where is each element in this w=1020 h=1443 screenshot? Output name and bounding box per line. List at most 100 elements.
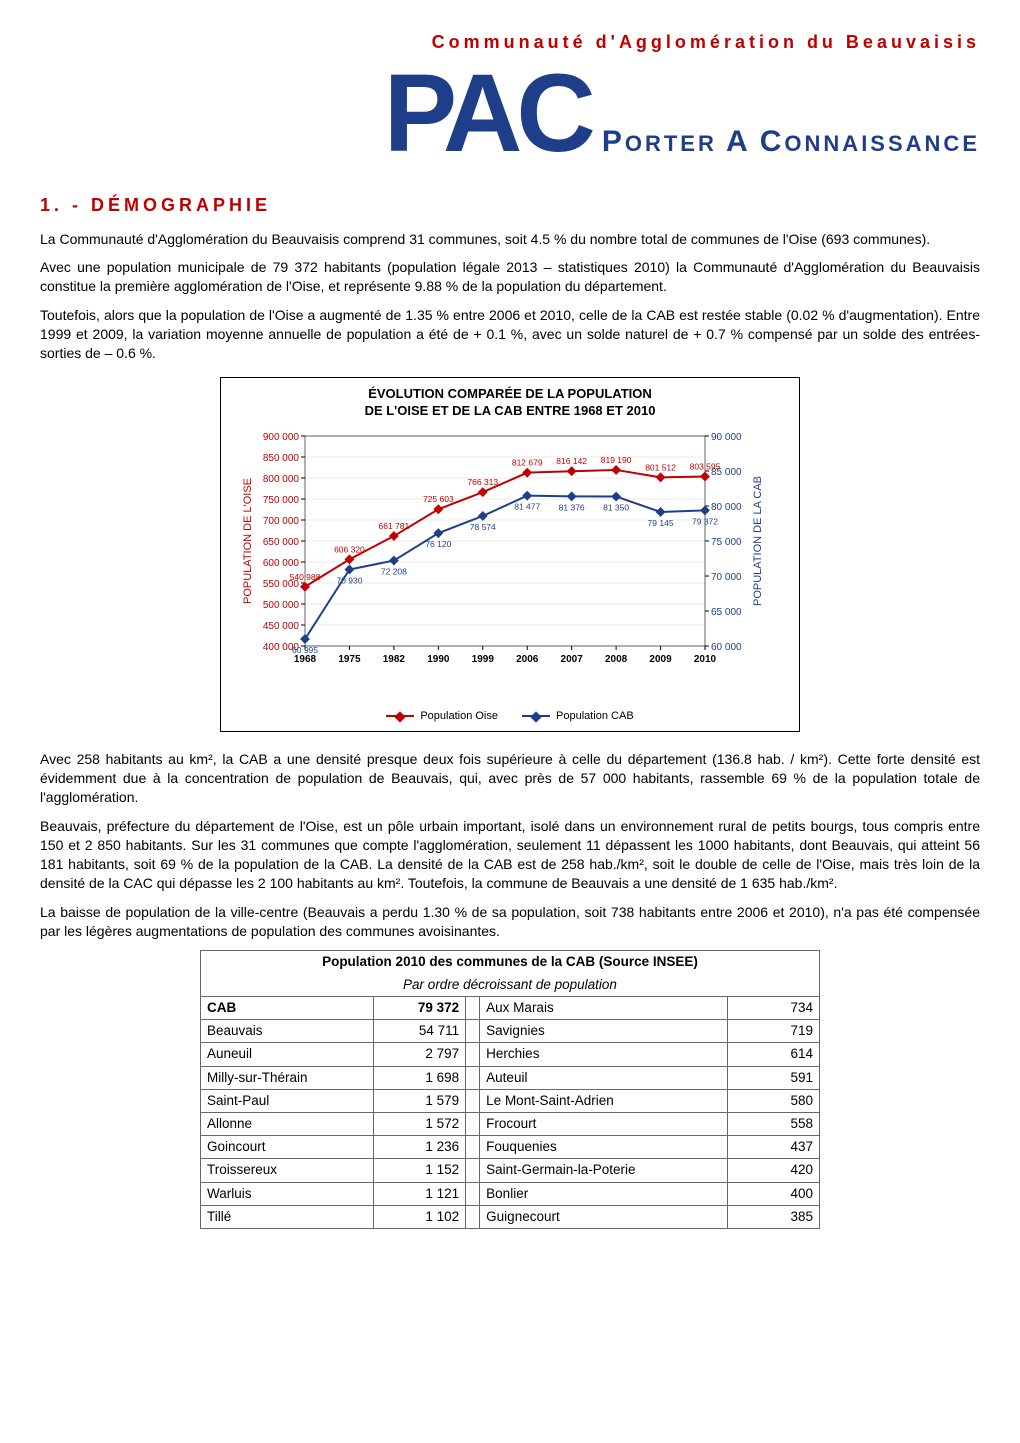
table-caption: Population 2010 des communes de la CAB (…	[201, 951, 820, 974]
svg-text:90 000: 90 000	[711, 432, 742, 443]
section-heading: 1. - DÉMOGRAPHIE	[40, 193, 980, 217]
table-cell-pop: 1 698	[374, 1066, 466, 1089]
table-cell-pop: 420	[728, 1159, 820, 1182]
svg-text:81 477: 81 477	[514, 501, 540, 511]
svg-text:600 000: 600 000	[263, 558, 300, 569]
svg-text:60 000: 60 000	[711, 642, 742, 653]
table-cell-name: Bonlier	[480, 1182, 728, 1205]
svg-text:766 313: 766 313	[467, 477, 498, 487]
table-cell-name: Milly-sur-Thérain	[201, 1066, 374, 1089]
table-cell-name: Saint-Paul	[201, 1089, 374, 1112]
svg-text:803 595: 803 595	[690, 461, 721, 471]
chart-legend: Population Oise Population CAB	[235, 707, 785, 726]
chart-title-l2: DE L'OISE ET DE LA CAB ENTRE 1968 ET 201…	[365, 403, 656, 418]
legend-oise: Population Oise	[386, 709, 498, 724]
table-cell-name: Guignecourt	[480, 1205, 728, 1228]
table-cell-name: Le Mont-Saint-Adrien	[480, 1089, 728, 1112]
table-cell-pop: 558	[728, 1113, 820, 1136]
table-cell-pop: 734	[728, 996, 820, 1019]
table-cell-name: Allonne	[201, 1113, 374, 1136]
svg-text:POPULATION DE LA CAB: POPULATION DE LA CAB	[752, 476, 764, 606]
population-chart: ÉVOLUTION COMPARÉE DE LA POPULATION DE L…	[220, 377, 800, 733]
table-cell-pop: 2 797	[374, 1043, 466, 1066]
svg-text:2010: 2010	[694, 654, 717, 665]
svg-text:72 208: 72 208	[381, 566, 407, 576]
table-cell-name: Auneuil	[201, 1043, 374, 1066]
table-cell-pop: 1 102	[374, 1205, 466, 1228]
table-cell-pop: 719	[728, 1020, 820, 1043]
legend-cab-label: Population CAB	[556, 709, 634, 724]
org-title: Communauté d'Agglomération du Beauvaisis	[432, 32, 980, 52]
svg-text:801 512: 801 512	[645, 462, 676, 472]
table-cell-pop: 1 152	[374, 1159, 466, 1182]
table-cell-name: Tillé	[201, 1205, 374, 1228]
chart-svg: 400 000450 000500 000550 000600 000650 0…	[235, 426, 775, 696]
table-cell-name: Frocourt	[480, 1113, 728, 1136]
svg-text:816 142: 816 142	[556, 456, 587, 466]
table-cell-name: Auteuil	[480, 1066, 728, 1089]
svg-text:POPULATION DE L'OISE: POPULATION DE L'OISE	[242, 478, 254, 604]
legend-oise-label: Population Oise	[420, 709, 498, 724]
svg-text:76 120: 76 120	[425, 539, 451, 549]
svg-text:81 350: 81 350	[603, 502, 629, 512]
table-cell-pop: 437	[728, 1136, 820, 1159]
table-cell-pop: 385	[728, 1205, 820, 1228]
svg-text:1990: 1990	[427, 654, 450, 665]
table-cell-name: Beauvais	[201, 1020, 374, 1043]
table-cell-pop: 591	[728, 1066, 820, 1089]
table-cell-name: Warluis	[201, 1182, 374, 1205]
table-cell-pop: 1 236	[374, 1136, 466, 1159]
svg-text:80 000: 80 000	[711, 502, 742, 513]
table-cell-name: Saint-Germain-la-Poterie	[480, 1159, 728, 1182]
svg-text:812 679: 812 679	[512, 457, 543, 467]
table-cell-pop: 1 579	[374, 1089, 466, 1112]
table-cell-name: Goincourt	[201, 1136, 374, 1159]
svg-text:70 930: 70 930	[336, 575, 362, 585]
logo-row: PAC PORTER A CONNAISSANCE	[40, 64, 980, 163]
svg-text:78 574: 78 574	[470, 522, 496, 532]
paragraph-6: La baisse de population de la ville-cent…	[40, 903, 980, 941]
pac-subtitle: PORTER A CONNAISSANCE	[602, 122, 980, 163]
table-cell-pop: 1 121	[374, 1182, 466, 1205]
svg-text:650 000: 650 000	[263, 537, 300, 548]
table-cell-pop: 1 572	[374, 1113, 466, 1136]
svg-text:800 000: 800 000	[263, 474, 300, 485]
svg-text:606 320: 606 320	[334, 544, 365, 554]
svg-text:79 145: 79 145	[648, 518, 674, 528]
svg-text:1999: 1999	[472, 654, 495, 665]
table-cell-pop: 580	[728, 1089, 820, 1112]
svg-text:1982: 1982	[383, 654, 406, 665]
table-cell-pop: 54 711	[374, 1020, 466, 1043]
svg-text:2006: 2006	[516, 654, 539, 665]
paragraph-3: Toutefois, alors que la population de l'…	[40, 306, 980, 363]
table-cell-name: Aux Marais	[480, 996, 728, 1019]
svg-text:65 000: 65 000	[711, 607, 742, 618]
table-cell-pop: 614	[728, 1043, 820, 1066]
svg-text:81 376: 81 376	[559, 502, 585, 512]
svg-text:79 372: 79 372	[692, 516, 718, 526]
svg-text:2007: 2007	[561, 654, 584, 665]
table-total: 79 372	[374, 996, 466, 1019]
svg-text:750 000: 750 000	[263, 495, 300, 506]
table-cell-pop: 400	[728, 1182, 820, 1205]
chart-title-l1: ÉVOLUTION COMPARÉE DE LA POPULATION	[368, 386, 652, 401]
paragraph-1: La Communauté d'Agglomération du Beauvai…	[40, 230, 980, 249]
svg-text:661 781: 661 781	[379, 521, 410, 531]
table-cell-name: Herchies	[480, 1043, 728, 1066]
legend-cab: Population CAB	[522, 709, 634, 724]
svg-text:725 603: 725 603	[423, 494, 454, 504]
svg-text:75 000: 75 000	[711, 537, 742, 548]
paragraph-4: Avec 258 habitants au km², la CAB a une …	[40, 750, 980, 807]
svg-text:819 190: 819 190	[601, 455, 632, 465]
svg-text:60 995: 60 995	[292, 645, 318, 655]
svg-text:850 000: 850 000	[263, 453, 300, 464]
svg-text:1968: 1968	[294, 654, 317, 665]
svg-text:1975: 1975	[338, 654, 361, 665]
svg-text:2008: 2008	[605, 654, 628, 665]
paragraph-5: Beauvais, préfecture du département de l…	[40, 817, 980, 893]
table-header-cab: CAB	[201, 996, 374, 1019]
svg-text:700 000: 700 000	[263, 516, 300, 527]
svg-text:450 000: 450 000	[263, 621, 300, 632]
svg-text:70 000: 70 000	[711, 572, 742, 583]
pac-logo: PAC	[384, 64, 590, 163]
